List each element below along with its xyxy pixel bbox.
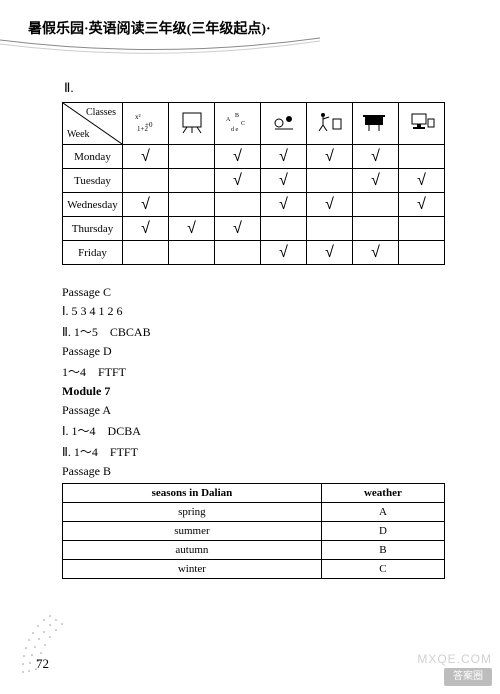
- section-label: Ⅱ.: [64, 80, 445, 96]
- answer-line: Ⅱ. 1～4 FTFT: [62, 443, 445, 460]
- svg-text:B: B: [235, 113, 239, 119]
- schedule-row: Wednesday√√√√: [63, 193, 445, 217]
- check-cell: √: [123, 193, 169, 217]
- class-icon-art: [169, 103, 215, 145]
- check-cell: √: [123, 217, 169, 241]
- check-cell: [307, 217, 353, 241]
- check-cell: [169, 241, 215, 265]
- day-label: Wednesday: [63, 193, 123, 217]
- schedule-table: Classes Week x²+01+2 ABCd e: [62, 102, 445, 265]
- answer-line: Ⅰ. 5 3 4 1 2 6: [62, 304, 445, 319]
- seasons-row: autumnB: [63, 541, 445, 560]
- answer-line: Ⅰ. 1～4 DCBA: [62, 422, 445, 439]
- seasons-cell: D: [321, 522, 444, 541]
- answer-line: Passage A: [62, 403, 445, 418]
- class-icon-math: x²+01+2: [123, 103, 169, 145]
- check-cell: √: [399, 169, 445, 193]
- class-icon-english: ABCd e: [215, 103, 261, 145]
- answer-line: Passage B: [62, 464, 445, 479]
- day-label: Tuesday: [63, 169, 123, 193]
- svg-text:A: A: [226, 117, 231, 123]
- schedule-row: Tuesday√√√√: [63, 169, 445, 193]
- check-cell: [353, 193, 399, 217]
- page-header: 暑假乐园·英语阅读三年级(三年级起点)·: [0, 0, 500, 60]
- watermark-text: MXQE.COM: [417, 652, 492, 666]
- day-label: Monday: [63, 145, 123, 169]
- check-cell: √: [353, 169, 399, 193]
- class-icon-computer: [399, 103, 445, 145]
- day-label: Friday: [63, 241, 123, 265]
- page-number: 72: [36, 656, 49, 672]
- seasons-cell: summer: [63, 522, 322, 541]
- answer-line: Module 7: [62, 384, 445, 399]
- check-cell: [123, 169, 169, 193]
- seasons-cell: C: [321, 560, 444, 579]
- content-area: Ⅱ. Classes Week x²+01+2 ABCd e: [0, 60, 500, 579]
- check-cell: √: [261, 145, 307, 169]
- seasons-row: springA: [63, 503, 445, 522]
- check-cell: √: [261, 169, 307, 193]
- answer-lines: Passage C Ⅰ. 5 3 4 1 2 6 Ⅱ. 1～5 CBCAB Passa…: [62, 285, 445, 479]
- seasons-cell: spring: [63, 503, 322, 522]
- class-icon-science: [261, 103, 307, 145]
- schedule-row: Friday√√√: [63, 241, 445, 265]
- answer-line: 1～4 FTFT: [62, 363, 445, 380]
- check-cell: √: [215, 145, 261, 169]
- answer-line: Passage D: [62, 344, 445, 359]
- watermark-badge: 答案圈: [444, 668, 492, 686]
- check-cell: [399, 241, 445, 265]
- check-cell: √: [307, 193, 353, 217]
- seasons-cell: A: [321, 503, 444, 522]
- schedule-row: Monday√√√√√: [63, 145, 445, 169]
- seasons-cell: winter: [63, 560, 322, 579]
- seasons-row: summerD: [63, 522, 445, 541]
- check-cell: [123, 241, 169, 265]
- schedule-header-row: Classes Week x²+01+2 ABCd e: [63, 103, 445, 145]
- seasons-table: seasons in Dalian weather springAsummerD…: [62, 483, 445, 579]
- check-cell: [215, 193, 261, 217]
- corner-dots: [0, 604, 70, 694]
- class-icon-music: [353, 103, 399, 145]
- check-cell: [353, 217, 399, 241]
- schedule-row: Thursday√√√: [63, 217, 445, 241]
- check-cell: [399, 217, 445, 241]
- check-cell: √: [261, 241, 307, 265]
- answer-line: Ⅱ. 1～5 CBCAB: [62, 323, 445, 340]
- seasons-header-row: seasons in Dalian weather: [63, 484, 445, 503]
- header-swoosh: [0, 36, 320, 56]
- check-cell: √: [399, 193, 445, 217]
- header-title: 暑假乐园·英语阅读三年级(三年级起点)·: [28, 22, 271, 37]
- check-cell: [169, 193, 215, 217]
- seasons-header: seasons in Dalian: [63, 484, 322, 503]
- check-cell: [399, 145, 445, 169]
- check-cell: √: [353, 241, 399, 265]
- weather-header: weather: [321, 484, 444, 503]
- seasons-row: winterC: [63, 560, 445, 579]
- check-cell: √: [307, 241, 353, 265]
- check-cell: √: [261, 193, 307, 217]
- corner-cell: Classes Week: [63, 103, 123, 145]
- check-cell: √: [215, 217, 261, 241]
- seasons-cell: B: [321, 541, 444, 560]
- check-cell: √: [307, 145, 353, 169]
- check-cell: [307, 169, 353, 193]
- class-icon-pe: [307, 103, 353, 145]
- svg-text:1+2: 1+2: [137, 125, 148, 133]
- seasons-cell: autumn: [63, 541, 322, 560]
- check-cell: √: [353, 145, 399, 169]
- svg-text:C: C: [241, 121, 245, 127]
- day-label: Thursday: [63, 217, 123, 241]
- check-cell: [215, 241, 261, 265]
- check-cell: √: [169, 217, 215, 241]
- check-cell: [169, 145, 215, 169]
- corner-bottom-label: Week: [67, 129, 90, 140]
- answer-line: Passage C: [62, 285, 445, 300]
- corner-top-label: Classes: [86, 107, 116, 118]
- check-cell: √: [123, 145, 169, 169]
- check-cell: [169, 169, 215, 193]
- check-cell: √: [215, 169, 261, 193]
- check-cell: [261, 217, 307, 241]
- svg-text:d e: d e: [231, 127, 239, 133]
- svg-text:x²: x²: [135, 113, 141, 121]
